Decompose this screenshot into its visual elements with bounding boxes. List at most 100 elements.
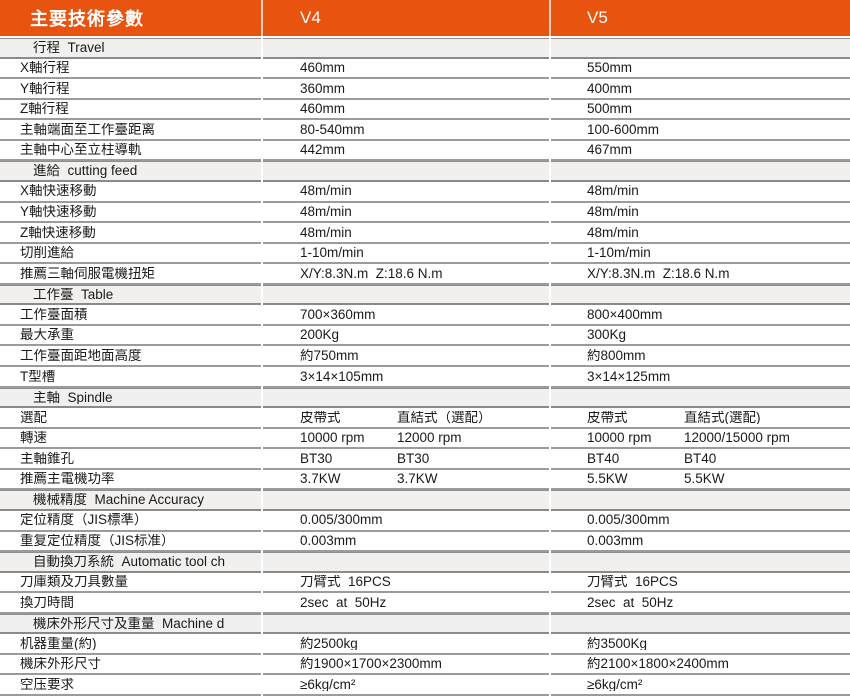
v5-cell: 300Kg [587,328,627,342]
spec-row: 主軸端面至工作臺距离 80-540mm 100-600mm [0,120,850,141]
v4-cell: 皮帶式 直結式（選配） [262,411,550,425]
v4-cell: 80-540mm [300,122,365,137]
spec-row: 選配 皮帶式 直結式（選配） 皮帶式 直結式(選配) [0,408,850,429]
v5-cell: 48m/min [587,225,639,240]
row-label: X軸行程 [20,61,70,75]
v5-cell: ≥6kg/cm² [587,677,643,692]
row-label: 機床外形尺寸 [20,657,101,671]
header-col-v5: V5 [587,8,608,27]
row-label: X軸快速移動 [20,184,97,198]
v5-cell: 3×14×125mm [587,369,671,384]
spec-row: 主軸錐孔 BT30 BT30 BT40 BT40 [0,449,850,470]
row-label: Z軸行程 [20,102,69,116]
spec-row: 機床外形尺寸 約1900×1700×2300mm 約2100×1800×2400… [0,655,850,676]
section-label: 主軸 Spindle [33,390,113,405]
value-primary: 10000 rpm [300,431,365,445]
v4-cell: 442mm [300,143,346,157]
row-label: 工作臺面距地面高度 [20,348,142,363]
v5-cell: 0.005/300mm [587,513,670,527]
v5-cell: 467mm [587,143,633,157]
v5-cell: X/Y:8.3N.m Z:18.6 N.m [587,266,730,281]
column-divider [261,36,263,696]
v4-cell: 48m/min [300,225,352,240]
row-label: 推薦三軸伺服電機扭矩 [20,266,155,281]
section-row: 機械精度 Machine Accuracy [0,490,850,511]
row-label: 選配 [20,410,47,425]
spec-row: 換刀時間 2sec at 50Hz 2sec at 50Hz [0,593,850,614]
value-secondary: BT40 [684,451,717,466]
spec-row: 重复定位精度（JIS标准） 0.003mm 0.003mm [0,532,850,553]
value-secondary: 12000 rpm [397,431,462,445]
value-secondary: 直結式（選配） [397,410,492,425]
v4-cell: 1-10m/min [300,246,364,260]
spec-row: 切削進給 1-10m/min 1-10m/min [0,244,850,265]
spec-row: X軸行程 460mm 550mm [0,59,850,80]
section-label: 進給 cutting feed [33,164,138,178]
spec-row: T型槽 3×14×105mm 3×14×125mm [0,367,850,388]
v5-cell: 400mm [587,81,633,96]
spec-row: 刀庫類及刀具數量 刀臂式 16PCS 刀臂式 16PCS [0,573,850,594]
value-primary: 皮帶式 [587,410,628,425]
v4-cell: 700×360mm [300,307,376,322]
v5-cell: 約2100×1800×2400mm [587,657,729,671]
spec-row: 工作臺面距地面高度 約750mm 約800mm [0,346,850,367]
value-primary: 10000 rpm [587,431,652,445]
column-divider [549,36,551,696]
v4-cell: X/Y:8.3N.m Z:18.6 N.m [300,266,443,281]
spec-row: 空压要求 ≥6kg/cm² ≥6kg/cm² [0,675,850,696]
v5-cell: 48m/min [587,184,639,198]
v5-cell: BT40 BT40 [550,452,850,466]
v4-cell: 460mm [300,61,346,75]
v5-cell: 0.003mm [587,534,644,548]
spec-row: Z軸快速移動 48m/min 48m/min [0,223,850,244]
spec-row: 工作臺面積 700×360mm 800×400mm [0,305,850,326]
section-row: 主軸 Spindle [0,387,850,409]
v5-cell: 5.5KW 5.5KW [550,472,850,486]
v4-cell: 10000 rpm 12000 rpm [262,431,550,445]
row-label: 工作臺面積 [20,307,88,322]
row-label: Y軸快速移動 [20,205,97,219]
v5-cell: 刀臂式 16PCS [587,575,678,589]
v4-cell: 460mm [300,102,346,116]
v5-cell: 1-10m/min [587,246,651,260]
v4-cell: 2sec at 50Hz [300,595,387,610]
row-label: Z軸快速移動 [20,225,96,240]
header-col-v4: V4 [300,8,321,27]
v4-cell: BT30 BT30 [262,452,550,466]
v4-cell: 3.7KW 3.7KW [262,472,550,486]
value-primary: 5.5KW [587,472,628,486]
v4-cell: 48m/min [300,205,352,219]
v5-cell: 約800mm [587,348,646,363]
spec-row: 推薦主電機功率 3.7KW 3.7KW 5.5KW 5.5KW [0,470,850,491]
v5-cell: 皮帶式 直結式(選配) [550,411,850,425]
value-primary: BT30 [300,451,333,466]
row-label: 主軸錐孔 [20,451,74,466]
row-label: 刀庫類及刀具數量 [20,575,128,589]
v4-cell: 刀臂式 16PCS [300,575,391,589]
value-secondary: 12000/15000 rpm [684,431,790,445]
value-primary: BT40 [587,451,620,466]
v5-cell: 550mm [587,61,633,75]
row-label: 最大承重 [20,328,74,342]
table-header: 主要技術參數 V4 V5 [0,0,850,36]
v4-cell: 48m/min [300,184,352,198]
spec-row: X軸快速移動 48m/min 48m/min [0,182,850,203]
value-secondary: 直結式(選配) [684,410,761,425]
row-label: 空压要求 [20,677,74,692]
row-label: 推薦主電機功率 [20,472,115,486]
spec-row: Z軸行程 460mm 500mm [0,100,850,121]
section-row: 進給 cutting feed [0,161,850,182]
row-label: Y軸行程 [20,81,70,96]
section-label: 行程 Travel [33,41,105,55]
v5-cell: 100-600mm [587,122,660,137]
section-label: 機械精度 Machine Accuracy [33,493,205,507]
table-body: 行程 Travel X軸行程 460mm 550mm Y軸行程 360mm 40… [0,36,850,696]
spec-row: 机器重量(約) 約2500kg 約3500Kg [0,634,850,655]
spec-row: 定位精度（JIS標準） 0.005/300mm 0.005/300mm [0,511,850,532]
v5-cell: 2sec at 50Hz [587,595,674,610]
section-label: 工作臺 Table [33,287,114,302]
section-row: 機床外形尺寸及重量 Machine d [0,613,850,635]
value-secondary: BT30 [397,451,430,466]
v4-cell: 約2500kg [300,636,358,651]
